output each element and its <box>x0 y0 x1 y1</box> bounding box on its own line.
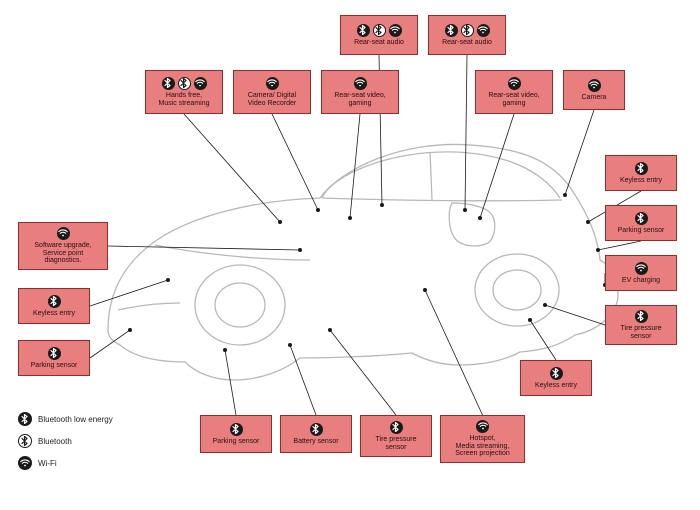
callout-icons <box>310 423 323 436</box>
callout-icons <box>550 367 563 380</box>
callout-parking-tr: Parking sensor <box>605 205 677 241</box>
legend-ble: Bluetooth low energy <box>18 412 113 426</box>
callout-icons <box>57 227 70 240</box>
callout-tire-r: Tire pressure sensor <box>605 305 677 345</box>
callout-label: Parking sensor <box>31 362 78 370</box>
callout-label: Hands free, Music streaming <box>159 92 210 107</box>
ble-icon <box>635 162 648 175</box>
wifi-icon <box>57 227 70 240</box>
callout-label: Tire pressure sensor <box>621 325 662 340</box>
callout-hotspot: Hotspot, Media streaming, Screen project… <box>440 415 525 463</box>
wifi-icon <box>477 24 490 37</box>
callout-icons <box>230 423 243 436</box>
callout-sw-upgrade: Software upgrade, Service point diagnost… <box>18 222 108 270</box>
callout-icons <box>635 212 648 225</box>
callout-label: Camera <box>582 94 607 102</box>
callout-label: Parking sensor <box>618 227 665 235</box>
callout-label: Rear-seat video, gaming <box>488 92 539 107</box>
callout-label: EV charging <box>622 277 660 285</box>
wifi-icon <box>194 77 207 90</box>
wifi-icon <box>476 420 489 433</box>
legend-label: Wi-Fi <box>38 459 57 468</box>
callout-rear-audio-1: Rear-seat audio <box>340 15 418 55</box>
callout-icons <box>266 77 279 90</box>
callout-label: Keyless entry <box>620 177 662 185</box>
callout-icons <box>508 77 521 90</box>
callout-icons <box>635 262 648 275</box>
callout-label: Rear-seat video, gaming <box>334 92 385 107</box>
wifi-icon <box>354 77 367 90</box>
callout-icons <box>162 77 207 90</box>
legend-label: Bluetooth <box>38 437 72 446</box>
legend-bt: Bluetooth <box>18 434 72 448</box>
ble-icon <box>48 295 61 308</box>
callout-icons <box>588 79 601 92</box>
callout-keyless-tr: Keyless entry <box>605 155 677 191</box>
bt-icon <box>461 24 474 37</box>
callout-hands-free: Hands free, Music streaming <box>145 70 223 114</box>
callout-label: Rear-seat audio <box>354 39 404 47</box>
callout-parking-left: Parking sensor <box>18 340 90 376</box>
ble-icon <box>357 24 370 37</box>
callout-icons <box>476 420 489 433</box>
ble-icon <box>48 347 61 360</box>
ble-icon <box>18 412 32 426</box>
callout-rear-audio-2: Rear-seat audio <box>428 15 506 55</box>
ble-icon <box>635 310 648 323</box>
callout-icons <box>357 24 402 37</box>
callout-icons <box>390 421 403 434</box>
callout-label: Keyless entry <box>33 310 75 318</box>
callout-rear-vid-2: Rear-seat video, gaming <box>475 70 553 114</box>
callout-keyless-br: Keyless entry <box>520 360 592 396</box>
callout-label: Tire pressure sensor <box>376 436 417 451</box>
callout-dvr: Camera/ Digital Video Recorder <box>233 70 311 114</box>
ble-icon <box>230 423 243 436</box>
callout-tire-bl: Tire pressure sensor <box>360 415 432 457</box>
callout-label: Software upgrade, Service point diagnost… <box>34 242 91 265</box>
callout-rear-vid-1: Rear-seat video, gaming <box>321 70 399 114</box>
wifi-icon <box>588 79 601 92</box>
wifi-icon <box>389 24 402 37</box>
ble-icon <box>310 423 323 436</box>
callout-icons <box>635 310 648 323</box>
bt-icon <box>178 77 191 90</box>
callout-icons <box>635 162 648 175</box>
callout-label: Rear-seat audio <box>442 39 492 47</box>
callout-icons <box>48 295 61 308</box>
wifi-icon <box>508 77 521 90</box>
callout-icons <box>48 347 61 360</box>
bt-icon <box>18 434 32 448</box>
callout-label: Battery sensor <box>293 438 338 446</box>
callout-icons <box>445 24 490 37</box>
car-outline <box>108 144 618 380</box>
ble-icon <box>635 212 648 225</box>
callout-parking-bl: Parking sensor <box>200 415 272 453</box>
legend-wifi: Wi-Fi <box>18 456 57 470</box>
bt-icon <box>373 24 386 37</box>
wifi-icon <box>266 77 279 90</box>
callout-label: Keyless entry <box>535 382 577 390</box>
legend-label: Bluetooth low energy <box>38 415 113 424</box>
callout-icons <box>354 77 367 90</box>
callout-camera: Camera <box>563 70 625 110</box>
wifi-icon <box>18 456 32 470</box>
callout-label: Hotspot, Media streaming, Screen project… <box>455 435 509 458</box>
ble-icon <box>445 24 458 37</box>
wifi-icon <box>635 262 648 275</box>
callout-label: Camera/ Digital Video Recorder <box>248 92 297 107</box>
ble-icon <box>390 421 403 434</box>
callout-battery: Battery sensor <box>280 415 352 453</box>
ble-icon <box>550 367 563 380</box>
callout-keyless-left: Keyless entry <box>18 288 90 324</box>
callout-ev-charging: EV charging <box>605 255 677 291</box>
callout-label: Parking sensor <box>213 438 260 446</box>
ble-icon <box>162 77 175 90</box>
